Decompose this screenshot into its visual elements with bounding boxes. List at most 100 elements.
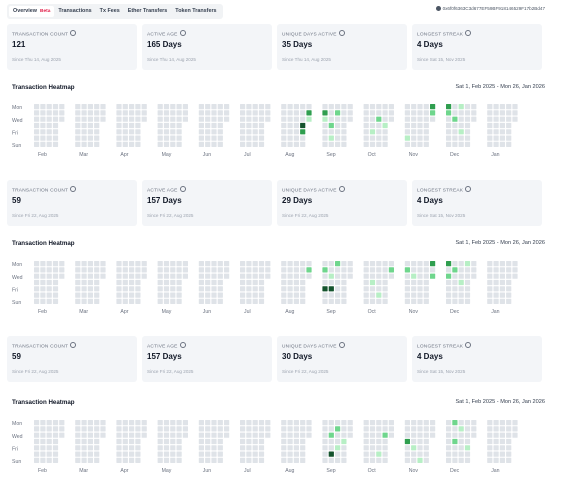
heatmap-day-cell[interactable] [87, 298, 93, 304]
heatmap-day-cell[interactable] [306, 426, 312, 432]
heatmap-day-cell[interactable] [300, 116, 306, 122]
heatmap-day-cell[interactable] [240, 432, 246, 438]
heatmap-day-cell[interactable] [87, 104, 93, 110]
heatmap-day-cell[interactable] [157, 445, 163, 451]
heatmap-day-cell[interactable] [417, 116, 423, 122]
heatmap-day-cell[interactable] [176, 122, 182, 129]
heatmap-day-cell[interactable] [246, 141, 252, 147]
heatmap-day-cell[interactable] [322, 110, 328, 116]
heatmap-day-cell[interactable] [163, 420, 170, 426]
heatmap-day-cell[interactable] [40, 267, 46, 273]
heatmap-day-cell[interactable] [94, 129, 100, 135]
heatmap-day-cell[interactable] [335, 292, 341, 298]
heatmap-day-cell[interactable] [471, 432, 477, 438]
heatmap-day-cell[interactable] [211, 451, 217, 457]
heatmap-day-cell[interactable] [287, 279, 293, 286]
heatmap-day-cell[interactable] [417, 286, 423, 292]
heatmap-day-cell[interactable] [129, 104, 135, 110]
heatmap-day-cell[interactable] [252, 116, 258, 122]
heatmap-day-cell[interactable] [135, 286, 141, 292]
heatmap-day-cell[interactable] [116, 451, 122, 457]
heatmap-day-cell[interactable] [493, 432, 499, 438]
heatmap-day-cell[interactable] [205, 432, 211, 438]
heatmap-day-cell[interactable] [170, 279, 176, 286]
heatmap-day-cell[interactable] [506, 432, 512, 438]
heatmap-day-cell[interactable] [182, 273, 188, 279]
heatmap-day-cell[interactable] [129, 286, 135, 292]
heatmap-day-cell[interactable] [75, 141, 81, 147]
heatmap-day-cell[interactable] [446, 426, 452, 432]
heatmap-day-cell[interactable] [452, 261, 458, 267]
heatmap-day-cell[interactable] [217, 279, 223, 286]
heatmap-day-cell[interactable] [464, 116, 471, 122]
heatmap-day-cell[interactable] [176, 445, 182, 451]
heatmap-day-cell[interactable] [411, 261, 417, 267]
heatmap-day-cell[interactable] [40, 298, 46, 304]
heatmap-day-cell[interactable] [240, 129, 246, 135]
heatmap-day-cell[interactable] [493, 104, 499, 110]
heatmap-day-cell[interactable] [129, 141, 135, 147]
heatmap-day-cell[interactable] [52, 135, 59, 141]
heatmap-day-cell[interactable] [52, 451, 59, 457]
heatmap-day-cell[interactable] [157, 110, 163, 116]
heatmap-day-cell[interactable] [198, 298, 204, 304]
info-icon[interactable] [465, 342, 472, 348]
heatmap-day-cell[interactable] [369, 457, 376, 463]
heatmap-day-cell[interactable] [163, 141, 170, 147]
heatmap-day-cell[interactable] [34, 451, 40, 457]
heatmap-day-cell[interactable] [411, 116, 417, 122]
heatmap-day-cell[interactable] [446, 122, 452, 129]
heatmap-day-cell[interactable] [464, 286, 471, 292]
heatmap-day-cell[interactable] [258, 292, 265, 298]
heatmap-day-cell[interactable] [205, 445, 211, 451]
heatmap-day-cell[interactable] [376, 129, 382, 135]
heatmap-day-cell[interactable] [493, 457, 499, 463]
heatmap-day-cell[interactable] [464, 445, 471, 451]
heatmap-day-cell[interactable] [458, 273, 464, 279]
heatmap-day-cell[interactable] [388, 110, 394, 116]
heatmap-day-cell[interactable] [246, 279, 252, 286]
heatmap-day-cell[interactable] [129, 438, 135, 445]
heatmap-day-cell[interactable] [141, 261, 147, 267]
heatmap-day-cell[interactable] [417, 438, 423, 445]
heatmap-day-cell[interactable] [217, 438, 223, 445]
heatmap-day-cell[interactable] [81, 420, 87, 426]
heatmap-day-cell[interactable] [211, 104, 217, 110]
heatmap-day-cell[interactable] [341, 279, 347, 286]
heatmap-day-cell[interactable] [335, 129, 341, 135]
heatmap-day-cell[interactable] [240, 273, 246, 279]
heatmap-day-cell[interactable] [404, 129, 410, 135]
heatmap-day-cell[interactable] [464, 122, 471, 129]
heatmap-day-cell[interactable] [94, 445, 100, 451]
heatmap-day-cell[interactable] [122, 445, 128, 451]
heatmap-day-cell[interactable] [34, 420, 40, 426]
heatmap-day-cell[interactable] [382, 426, 388, 432]
heatmap-day-cell[interactable] [300, 273, 306, 279]
tab-overview[interactable]: Overview Beta [9, 6, 55, 17]
heatmap-day-cell[interactable] [52, 110, 59, 116]
heatmap-day-cell[interactable] [87, 286, 93, 292]
heatmap-day-cell[interactable] [458, 267, 464, 273]
heatmap-day-cell[interactable] [341, 432, 347, 438]
heatmap-day-cell[interactable] [322, 273, 328, 279]
heatmap-day-cell[interactable] [81, 110, 87, 116]
heatmap-day-cell[interactable] [211, 141, 217, 147]
heatmap-day-cell[interactable] [163, 110, 170, 116]
heatmap-day-cell[interactable] [487, 141, 493, 147]
heatmap-day-cell[interactable] [182, 426, 188, 432]
heatmap-day-cell[interactable] [198, 438, 204, 445]
heatmap-day-cell[interactable] [287, 267, 293, 273]
heatmap-day-cell[interactable] [487, 292, 493, 298]
heatmap-day-cell[interactable] [506, 438, 512, 445]
heatmap-day-cell[interactable] [252, 135, 258, 141]
heatmap-day-cell[interactable] [287, 261, 293, 267]
heatmap-day-cell[interactable] [129, 451, 135, 457]
heatmap-day-cell[interactable] [182, 420, 188, 426]
heatmap-day-cell[interactable] [404, 445, 410, 451]
heatmap-day-cell[interactable] [464, 457, 471, 463]
heatmap-day-cell[interactable] [512, 273, 518, 279]
heatmap-day-cell[interactable] [94, 141, 100, 147]
heatmap-day-cell[interactable] [135, 110, 141, 116]
heatmap-day-cell[interactable] [446, 129, 452, 135]
heatmap-day-cell[interactable] [335, 135, 341, 141]
